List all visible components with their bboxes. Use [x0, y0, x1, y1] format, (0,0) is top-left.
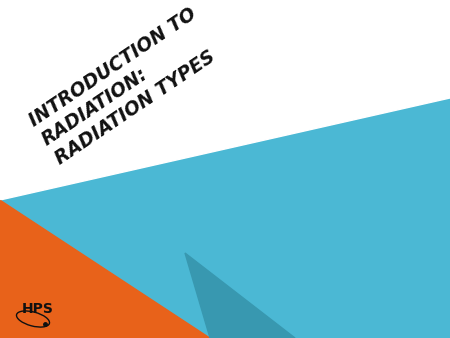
- Polygon shape: [0, 0, 450, 200]
- Polygon shape: [185, 253, 295, 338]
- Text: INTRODUCTION TO
RADIATION:
RADIATION TYPES: INTRODUCTION TO RADIATION: RADIATION TYP…: [26, 4, 225, 168]
- Text: HPS: HPS: [22, 302, 54, 316]
- Polygon shape: [0, 200, 210, 338]
